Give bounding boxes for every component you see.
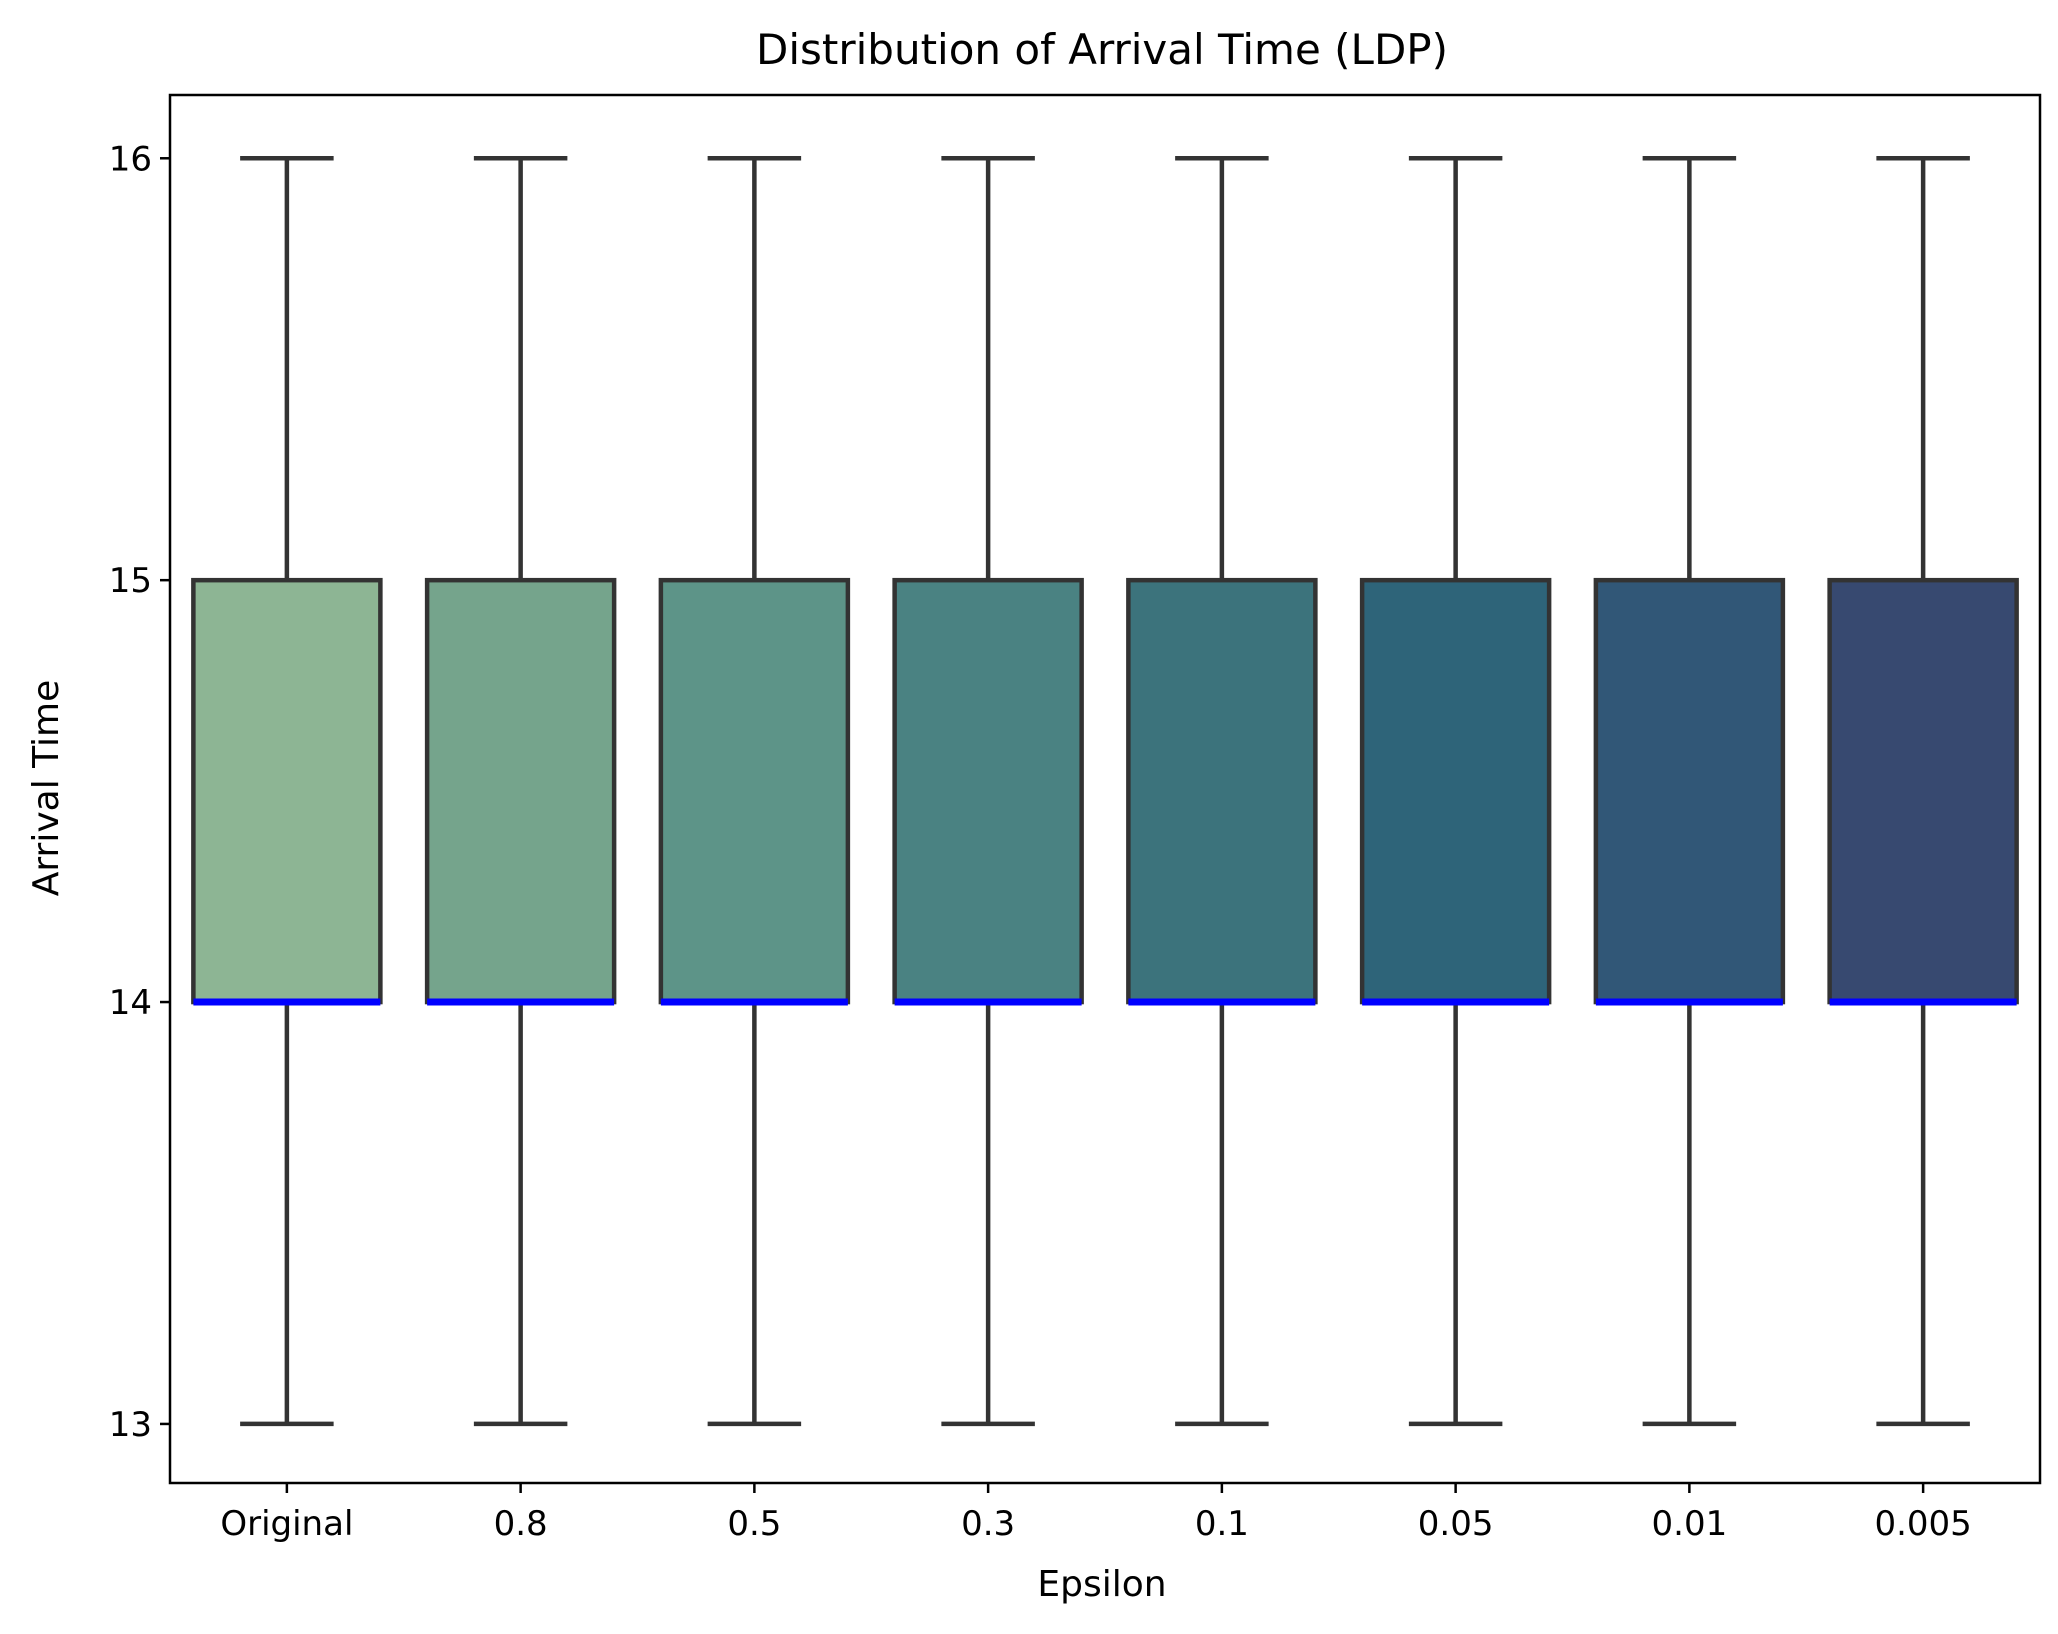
box-group	[892, 156, 1084, 1427]
x-tick-label: 0.05	[1418, 1504, 1494, 1544]
box-group	[424, 156, 617, 1427]
y-axis-ticks: 13 14 15 16	[109, 139, 170, 1445]
y-tick-label: 13	[109, 1405, 152, 1445]
y-tick-label: 15	[109, 561, 152, 601]
box-group	[1359, 156, 1552, 1427]
box-group	[1126, 156, 1318, 1427]
iqr-box	[1827, 577, 2019, 1005]
box-group	[658, 156, 851, 1427]
x-tick-label: 0.8	[494, 1504, 548, 1544]
x-axis-label: Epsilon	[1037, 1564, 1166, 1605]
iqr-box	[658, 577, 851, 1005]
x-tick-label: 0.005	[1874, 1504, 1971, 1544]
iqr-box	[191, 577, 383, 1005]
y-axis-label: Arrival Time	[26, 680, 67, 897]
chart-title: Distribution of Arrival Time (LDP)	[756, 25, 1448, 74]
box-group	[1593, 156, 1786, 1427]
iqr-box	[1593, 577, 1786, 1005]
x-tick-label: 0.3	[961, 1504, 1015, 1544]
iqr-box	[1126, 577, 1318, 1005]
iqr-box	[424, 577, 617, 1005]
x-axis-ticks: Original 0.8 0.5 0.3 0.1 0.05 0.01 0.005	[220, 1483, 1972, 1544]
box-group	[191, 156, 383, 1427]
y-tick-label: 14	[109, 983, 152, 1023]
x-tick-label: 0.1	[1195, 1504, 1249, 1544]
x-tick-label: Original	[220, 1504, 353, 1544]
iqr-box	[1359, 577, 1552, 1005]
x-tick-label: 0.01	[1652, 1504, 1728, 1544]
box-group	[1827, 156, 2019, 1427]
x-tick-label: 0.5	[727, 1504, 781, 1544]
iqr-box	[892, 577, 1084, 1005]
y-tick-label: 16	[109, 139, 152, 179]
plot-area	[191, 156, 2019, 1427]
plot-frame	[168, 93, 2042, 1485]
